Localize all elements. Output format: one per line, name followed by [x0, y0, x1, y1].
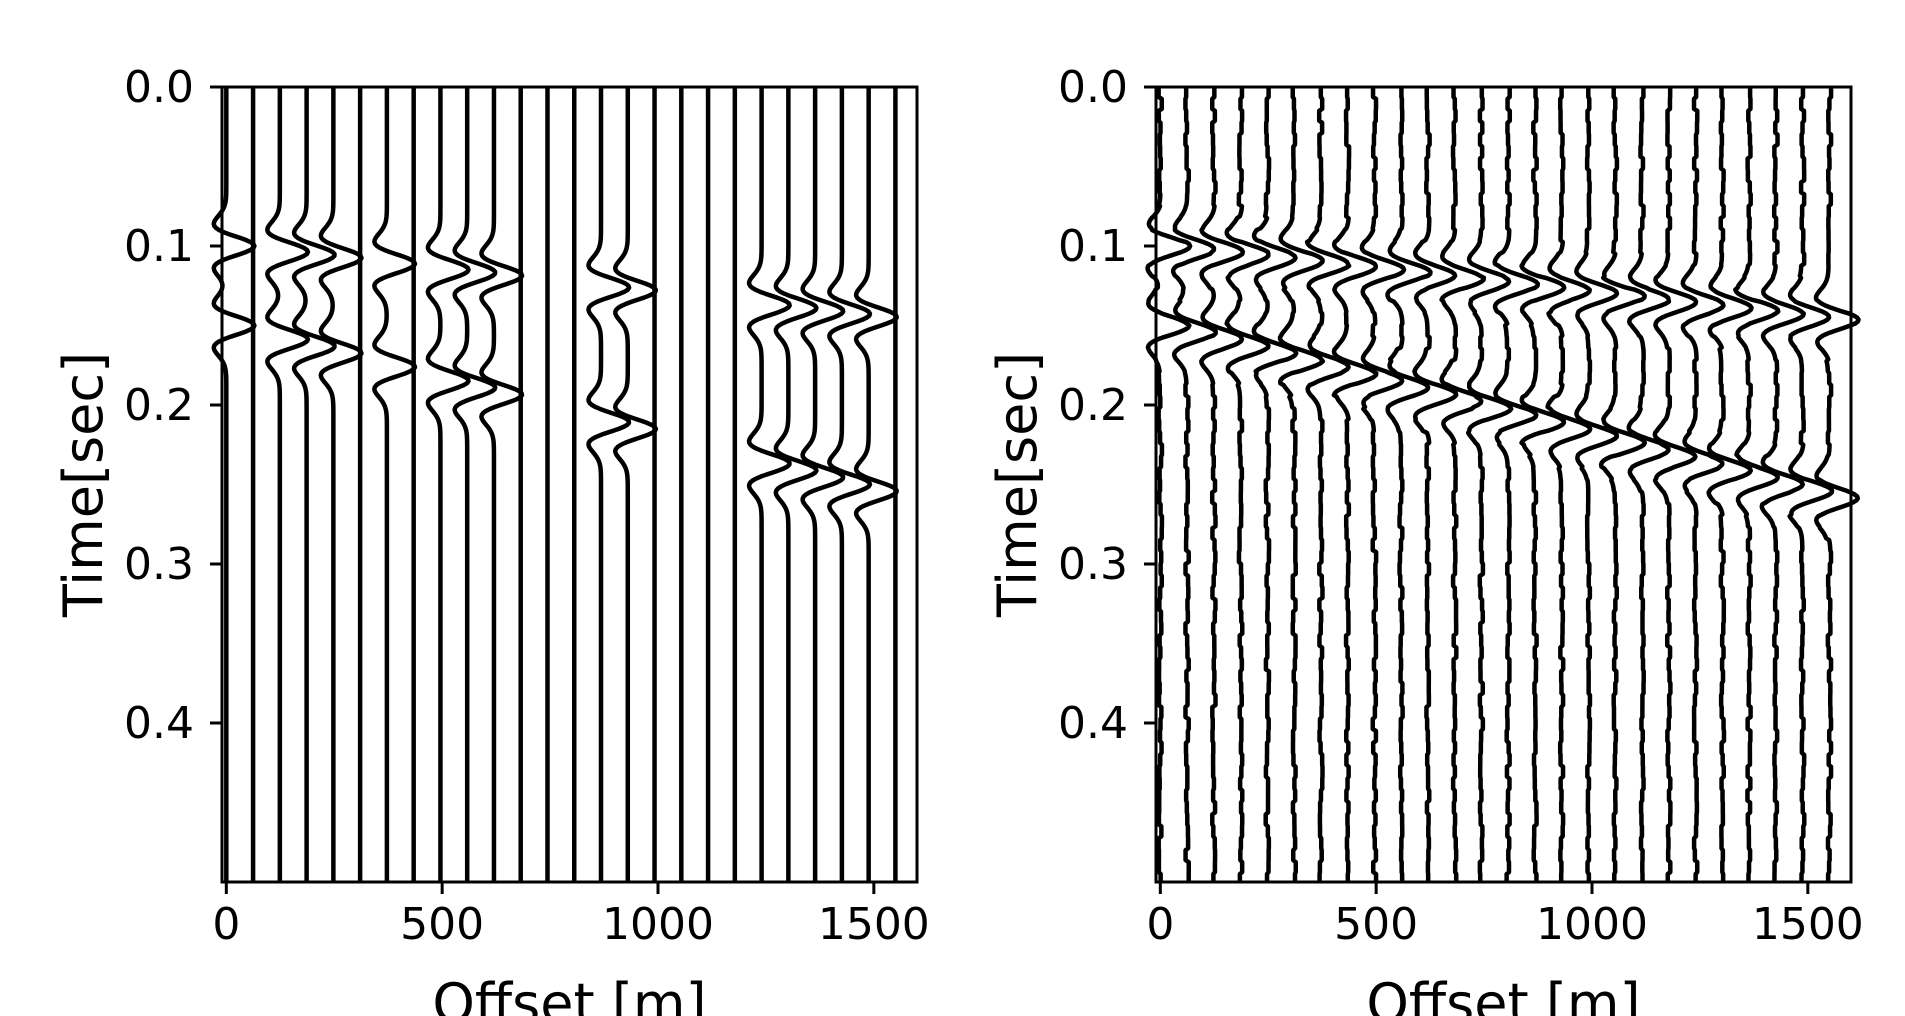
live-trace-9 — [452, 86, 498, 883]
live-trace-24 — [1787, 86, 1835, 883]
live-trace-17 — [1598, 86, 1648, 883]
right-panel-reconstructed: 0 500 1000 1500 0.0 0.1 0.2 0.3 0.4 Offset [m] Tim… — [986, 62, 1864, 1016]
y-axis-label: Time[sec] — [986, 352, 1049, 618]
live-trace-3 — [1224, 86, 1271, 883]
live-trace-8 — [425, 86, 471, 883]
axes-frame — [220, 85, 919, 884]
ytick-label-0.3: 0.3 — [1058, 539, 1128, 590]
live-trace-23 — [1759, 86, 1806, 883]
live-trace-14 — [1519, 86, 1567, 883]
traces — [1145, 86, 1861, 883]
live-trace-6 — [372, 86, 418, 883]
live-trace-12 — [1465, 86, 1514, 883]
live-trace-3 — [291, 86, 337, 883]
live-trace-4 — [318, 86, 364, 883]
live-trace-7 — [1331, 86, 1379, 883]
live-trace-25 — [1813, 86, 1861, 883]
live-trace-0 — [1145, 86, 1193, 883]
ytick-label-0.2: 0.2 — [1058, 380, 1128, 431]
xtick-label-500: 500 — [1334, 899, 1418, 950]
live-trace-5 — [1277, 86, 1326, 883]
live-trace-8 — [1359, 86, 1407, 883]
xtick-label-1500: 1500 — [1752, 899, 1864, 950]
live-trace-15 — [612, 86, 659, 883]
live-trace-9 — [1385, 86, 1433, 883]
live-trace-23 — [827, 86, 873, 883]
live-trace-10 — [479, 86, 525, 883]
axes-frame — [1154, 85, 1853, 884]
live-trace-11 — [1439, 86, 1487, 883]
traces — [211, 86, 899, 883]
live-trace-22 — [1733, 86, 1781, 883]
xtick-label-1000: 1000 — [602, 899, 714, 950]
ytick-label-0.1: 0.1 — [124, 221, 194, 272]
xtick-label-0: 0 — [1146, 899, 1174, 950]
live-trace-24 — [853, 86, 899, 883]
live-trace-22 — [800, 86, 846, 883]
ytick-label-0.0: 0.0 — [124, 62, 194, 113]
live-trace-4 — [1251, 86, 1299, 883]
ytick-label-0.4: 0.4 — [1058, 698, 1128, 749]
live-trace-13 — [1492, 86, 1541, 883]
live-trace-2 — [1199, 86, 1246, 883]
ytick-label-0.1: 0.1 — [1058, 221, 1128, 272]
xtick-label-1000: 1000 — [1536, 899, 1648, 950]
left-panel-missing-traces: 0 500 1000 1500 0.0 0.1 0.2 0.3 0.4 Offset [m] Tim… — [52, 62, 930, 1016]
xtick-label-500: 500 — [400, 899, 484, 950]
live-trace-19 — [1652, 86, 1699, 883]
live-trace-14 — [586, 86, 632, 883]
ytick-label-0.2: 0.2 — [124, 380, 194, 431]
live-trace-15 — [1545, 86, 1593, 883]
live-trace-16 — [1574, 86, 1620, 883]
live-trace-6 — [1304, 86, 1352, 883]
x-axis-label: Offset [m] — [432, 972, 706, 1016]
ytick-label-0.3: 0.3 — [124, 539, 194, 590]
x-axis-label: Offset [m] — [1366, 972, 1640, 1016]
live-trace-21 — [1706, 86, 1754, 883]
xtick-label-1500: 1500 — [818, 899, 930, 950]
ytick-label-0.4: 0.4 — [124, 698, 194, 749]
ytick-label-0.0: 0.0 — [1058, 62, 1128, 113]
live-trace-1 — [1170, 86, 1218, 883]
live-trace-10 — [1412, 86, 1459, 883]
live-trace-21 — [773, 86, 819, 883]
live-trace-18 — [1626, 86, 1672, 883]
live-trace-20 — [746, 86, 792, 883]
live-trace-20 — [1680, 86, 1726, 883]
live-trace-2 — [265, 86, 311, 883]
y-axis-label: Time[sec] — [52, 352, 115, 618]
xtick-label-0: 0 — [212, 899, 240, 950]
live-trace-0 — [211, 86, 257, 883]
